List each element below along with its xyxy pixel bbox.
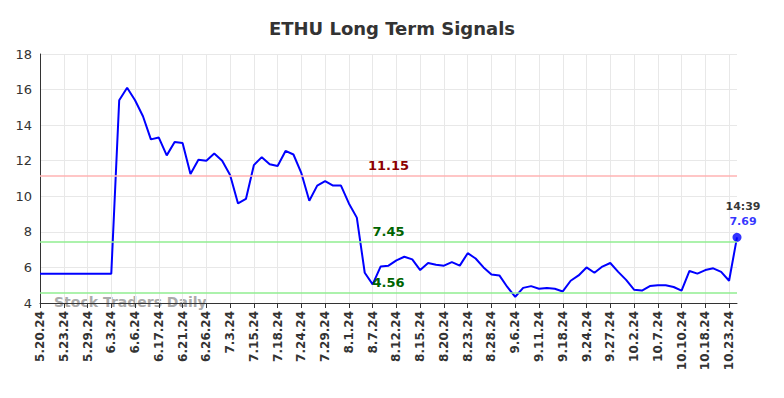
svg-text:8.1.24: 8.1.24 <box>342 311 356 354</box>
svg-text:7.69: 7.69 <box>729 215 756 228</box>
svg-text:7.15.24: 7.15.24 <box>247 311 261 362</box>
svg-text:10.10.24: 10.10.24 <box>675 311 689 370</box>
svg-text:6.3.24: 6.3.24 <box>104 311 118 354</box>
svg-text:6.26.24: 6.26.24 <box>199 311 213 362</box>
svg-text:8.28.24: 8.28.24 <box>484 311 498 362</box>
svg-text:9.27.24: 9.27.24 <box>603 311 617 362</box>
svg-text:9.6.24: 9.6.24 <box>508 311 522 354</box>
svg-text:7.45: 7.45 <box>372 224 404 239</box>
svg-text:10.2.24: 10.2.24 <box>627 311 641 362</box>
svg-text:6.21.24: 6.21.24 <box>176 311 190 362</box>
svg-text:4.56: 4.56 <box>372 275 404 290</box>
svg-text:7.3.24: 7.3.24 <box>223 311 237 354</box>
svg-text:12: 12 <box>15 153 32 168</box>
svg-text:14: 14 <box>15 118 32 133</box>
svg-text:14:39: 14:39 <box>725 200 760 213</box>
svg-text:6.6.24: 6.6.24 <box>128 311 142 354</box>
svg-text:10.18.24: 10.18.24 <box>698 311 712 370</box>
svg-text:10.7.24: 10.7.24 <box>651 311 665 362</box>
svg-text:5.23.24: 5.23.24 <box>57 311 71 362</box>
svg-text:5.20.24: 5.20.24 <box>33 311 47 362</box>
svg-text:8.12.24: 8.12.24 <box>389 311 403 362</box>
svg-text:10: 10 <box>15 189 32 204</box>
svg-text:8.23.24: 8.23.24 <box>461 311 475 362</box>
svg-text:5.29.24: 5.29.24 <box>81 311 95 362</box>
svg-text:7.24.24: 7.24.24 <box>294 311 308 362</box>
svg-text:ETHU Long Term Signals: ETHU Long Term Signals <box>269 18 515 39</box>
svg-text:8: 8 <box>24 224 32 239</box>
svg-text:10.23.24: 10.23.24 <box>722 311 736 370</box>
svg-text:9.11.24: 9.11.24 <box>532 311 546 362</box>
svg-text:9.24.24: 9.24.24 <box>580 311 594 362</box>
svg-text:6: 6 <box>24 260 32 275</box>
svg-text:7.18.24: 7.18.24 <box>271 311 285 362</box>
svg-text:8.7.24: 8.7.24 <box>366 311 380 354</box>
svg-text:16: 16 <box>15 82 32 97</box>
svg-text:6.17.24: 6.17.24 <box>152 311 166 362</box>
svg-text:4: 4 <box>24 296 32 311</box>
svg-text:7.29.24: 7.29.24 <box>318 311 332 362</box>
svg-text:8.20.24: 8.20.24 <box>437 311 451 362</box>
svg-text:8.15.24: 8.15.24 <box>413 311 427 362</box>
svg-text:Stock Traders Daily: Stock Traders Daily <box>54 294 207 310</box>
svg-text:9.18.24: 9.18.24 <box>556 311 570 362</box>
svg-text:11.15: 11.15 <box>368 158 409 173</box>
svg-text:18: 18 <box>15 47 32 62</box>
